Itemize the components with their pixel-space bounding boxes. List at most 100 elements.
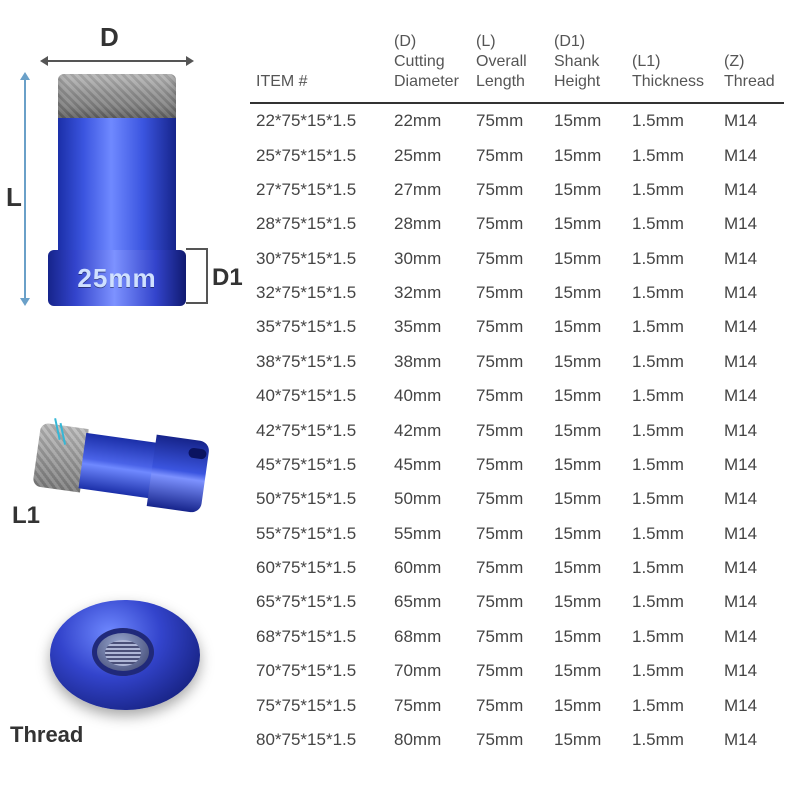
table-row: 22*75*15*1.522mm75mm15mm1.5mmM14 [250,103,784,138]
cell-l1: 1.5mm [626,620,718,654]
cell-item: 27*75*15*1.5 [250,173,388,207]
cell-l: 75mm [470,448,548,482]
table-row: 55*75*15*1.555mm75mm15mm1.5mmM14 [250,517,784,551]
col-header-label-d: Cutting Diameter [394,52,464,92]
cell-l: 75mm [470,310,548,344]
cell-l: 75mm [470,688,548,722]
cell-d1: 15mm [548,345,626,379]
cell-d: 28mm [388,207,470,241]
cell-z: M14 [718,103,784,138]
table-row: 70*75*15*1.570mm75mm15mm1.5mmM14 [250,654,784,688]
table-row: 27*75*15*1.527mm75mm15mm1.5mmM14 [250,173,784,207]
col-header-code-z: (Z) [724,52,778,72]
col-header-item: ITEM # [250,28,388,102]
cell-l1: 1.5mm [626,482,718,516]
cell-d1: 15mm [548,551,626,585]
diagram-column: D L 25mm D1 L1 Thread [0,0,240,800]
diagram-angled-bit: L1 [10,390,230,570]
col-header-label-item: ITEM # [256,72,382,92]
cell-l: 75mm [470,138,548,172]
cell-d1: 15mm [548,482,626,516]
cell-d1: 15mm [548,585,626,619]
cell-z: M14 [718,173,784,207]
bit-shaft-angled-icon [78,433,157,498]
table-row: 30*75*15*1.530mm75mm15mm1.5mmM14 [250,242,784,276]
cell-d1: 15mm [548,654,626,688]
cell-l: 75mm [470,517,548,551]
cell-l1: 1.5mm [626,723,718,757]
cell-l1: 1.5mm [626,173,718,207]
cell-l: 75mm [470,173,548,207]
cell-d: 75mm [388,688,470,722]
table-row: 65*75*15*1.565mm75mm15mm1.5mmM14 [250,585,784,619]
cell-l: 75mm [470,207,548,241]
cell-l1: 1.5mm [626,138,718,172]
cell-d: 45mm [388,448,470,482]
cell-item: 50*75*15*1.5 [250,482,388,516]
label-d: D [100,22,119,53]
diagram-thread-end: Thread [10,590,230,780]
cell-z: M14 [718,448,784,482]
cell-l1: 1.5mm [626,310,718,344]
cell-l: 75mm [470,345,548,379]
cell-d: 25mm [388,138,470,172]
table-row: 35*75*15*1.535mm75mm15mm1.5mmM14 [250,310,784,344]
col-header-z: (Z)Thread [718,28,784,102]
cell-l1: 1.5mm [626,517,718,551]
size-badge: 25mm [77,263,156,294]
cell-d: 35mm [388,310,470,344]
col-header-l: (L)Overall Length [470,28,548,102]
cell-item: 35*75*15*1.5 [250,310,388,344]
cell-item: 28*75*15*1.5 [250,207,388,241]
col-header-code-d1: (D1) [554,32,620,52]
cell-d1: 15mm [548,448,626,482]
label-thread: Thread [10,722,83,748]
cell-z: M14 [718,242,784,276]
cell-l: 75mm [470,723,548,757]
col-header-code-d: (D) [394,32,464,52]
cell-z: M14 [718,413,784,447]
cell-d1: 15mm [548,103,626,138]
cell-item: 25*75*15*1.5 [250,138,388,172]
cell-l1: 1.5mm [626,654,718,688]
cell-d: 38mm [388,345,470,379]
thread-hole-icon [105,640,141,666]
col-header-l1: (L1)Thickness [626,28,718,102]
cell-z: M14 [718,276,784,310]
col-header-label-l: Overall Length [476,52,542,92]
cell-l: 75mm [470,585,548,619]
cell-z: M14 [718,207,784,241]
cell-item: 42*75*15*1.5 [250,413,388,447]
cell-l: 75mm [470,551,548,585]
cell-l: 75mm [470,276,548,310]
cell-d1: 15mm [548,379,626,413]
cell-d: 22mm [388,103,470,138]
cell-d1: 15mm [548,138,626,172]
cell-d1: 15mm [548,242,626,276]
table-row: 28*75*15*1.528mm75mm15mm1.5mmM14 [250,207,784,241]
cell-z: M14 [718,345,784,379]
cell-l1: 1.5mm [626,379,718,413]
cell-l: 75mm [470,620,548,654]
col-header-label-d1: Shank Height [554,52,620,92]
cell-z: M14 [718,585,784,619]
cell-z: M14 [718,654,784,688]
cell-d: 32mm [388,276,470,310]
cell-item: 65*75*15*1.5 [250,585,388,619]
col-header-label-z: Thread [724,72,778,92]
spec-table-head: ITEM # (D)Cutting Diameter(L)Overall Leng… [250,28,784,103]
cell-d: 65mm [388,585,470,619]
cell-d: 50mm [388,482,470,516]
cell-item: 75*75*15*1.5 [250,688,388,722]
cell-d: 68mm [388,620,470,654]
cell-l1: 1.5mm [626,276,718,310]
cell-item: 22*75*15*1.5 [250,103,388,138]
arrow-d-icon [42,60,192,62]
cell-l: 75mm [470,654,548,688]
col-header-code-l1: (L1) [632,52,712,72]
cell-item: 45*75*15*1.5 [250,448,388,482]
table-row: 50*75*15*1.550mm75mm15mm1.5mmM14 [250,482,784,516]
cell-d1: 15mm [548,723,626,757]
cell-d: 40mm [388,379,470,413]
cell-l1: 1.5mm [626,345,718,379]
